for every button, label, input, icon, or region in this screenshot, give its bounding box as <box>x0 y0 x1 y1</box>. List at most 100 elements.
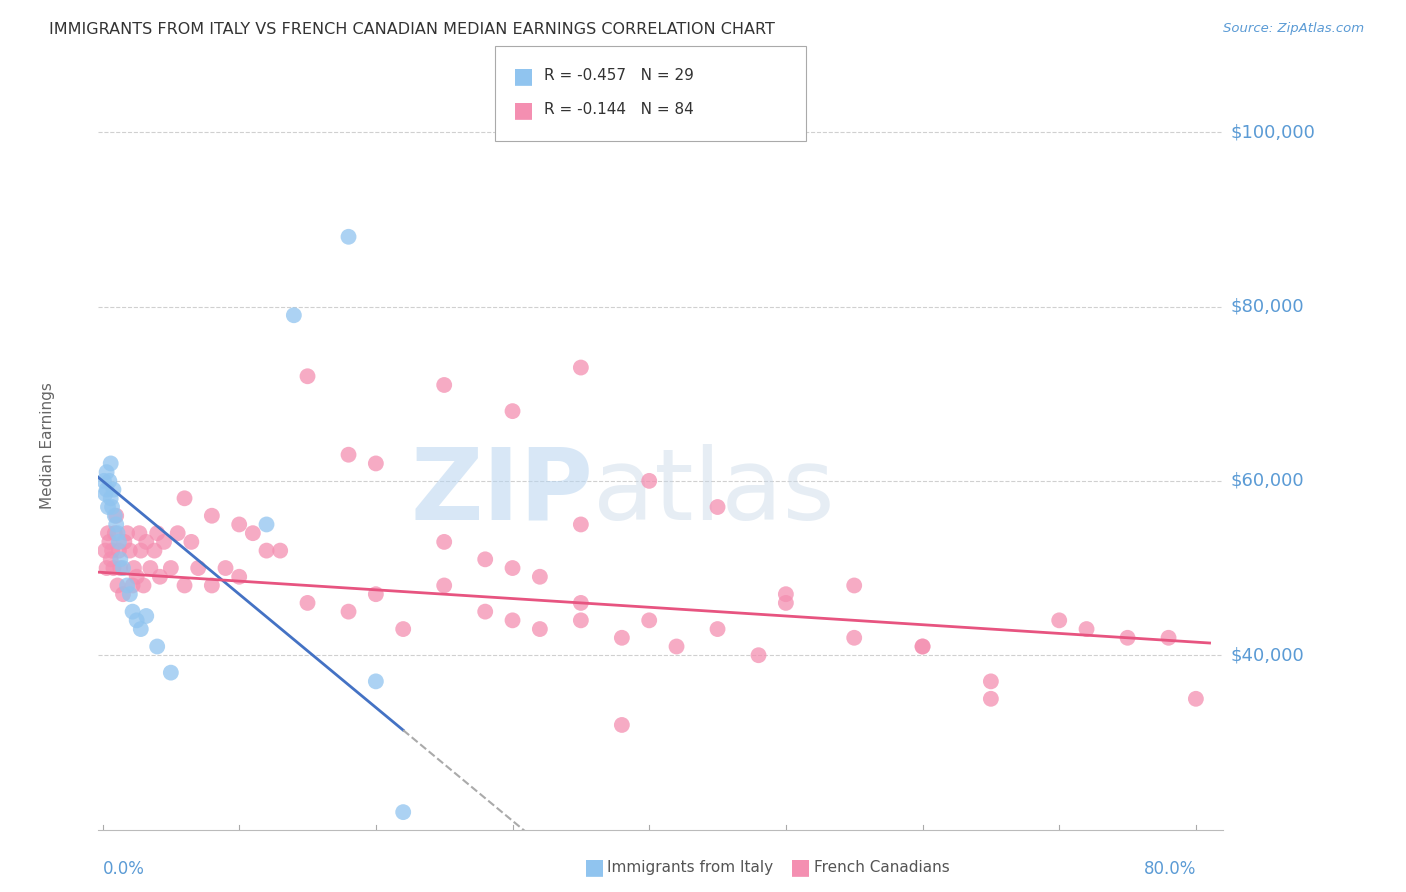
Point <box>187 561 209 575</box>
Text: Immigrants from Italy: Immigrants from Italy <box>607 860 773 874</box>
Point <box>242 526 264 541</box>
Point <box>180 535 202 549</box>
Point <box>502 561 524 575</box>
Point <box>115 526 138 541</box>
Text: $80,000: $80,000 <box>1230 298 1303 316</box>
Text: French Canadians: French Canadians <box>814 860 950 874</box>
Point <box>132 578 155 592</box>
Point <box>121 605 143 619</box>
Point <box>104 526 127 541</box>
Point <box>139 561 162 575</box>
Point <box>103 561 125 575</box>
Point <box>337 448 360 462</box>
Text: $60,000: $60,000 <box>1230 472 1303 490</box>
Point <box>153 535 176 549</box>
Point <box>107 578 129 592</box>
Point <box>105 508 128 523</box>
Point <box>844 631 866 645</box>
Point <box>911 640 934 654</box>
Point <box>474 605 496 619</box>
Point <box>529 570 551 584</box>
Point <box>118 587 141 601</box>
Point <box>980 691 1002 706</box>
Point <box>1116 631 1139 645</box>
Point <box>1157 631 1180 645</box>
Point <box>160 561 183 575</box>
Point <box>101 500 124 514</box>
Point <box>115 578 138 592</box>
Point <box>706 622 728 636</box>
Point <box>100 491 122 506</box>
Point <box>135 609 157 624</box>
Text: ■: ■ <box>583 857 605 877</box>
Text: Source: ZipAtlas.com: Source: ZipAtlas.com <box>1223 22 1364 36</box>
Point <box>1185 691 1208 706</box>
Point <box>638 474 661 488</box>
Point <box>1076 622 1098 636</box>
Point <box>100 552 122 566</box>
Text: ZIP: ZIP <box>411 443 593 541</box>
Point <box>98 535 121 549</box>
Point <box>337 229 360 244</box>
Point <box>638 613 661 627</box>
Text: 80.0%: 80.0% <box>1143 860 1197 878</box>
Point <box>502 613 524 627</box>
Point <box>569 360 592 375</box>
Point <box>201 578 224 592</box>
Point <box>269 543 291 558</box>
Point <box>166 526 188 541</box>
Point <box>146 526 169 541</box>
Text: ■: ■ <box>513 100 534 120</box>
Point <box>173 578 195 592</box>
Point <box>143 543 166 558</box>
Text: 0.0%: 0.0% <box>103 860 145 878</box>
Point <box>96 561 118 575</box>
Point <box>94 487 117 501</box>
Point <box>129 543 152 558</box>
Point <box>610 718 633 732</box>
Point <box>96 465 118 479</box>
Point <box>844 578 866 592</box>
Point <box>96 483 118 497</box>
Point <box>111 587 134 601</box>
Point <box>911 640 934 654</box>
Point <box>665 640 688 654</box>
Point <box>569 596 592 610</box>
Point <box>364 674 387 689</box>
Point <box>392 622 415 636</box>
Point <box>775 587 797 601</box>
Point <box>118 543 141 558</box>
Point <box>529 622 551 636</box>
Text: $100,000: $100,000 <box>1230 123 1315 141</box>
Point <box>135 535 157 549</box>
Point <box>107 526 129 541</box>
Point <box>110 552 132 566</box>
Point <box>100 457 122 471</box>
Point <box>98 474 121 488</box>
Point <box>337 605 360 619</box>
Point <box>392 805 415 819</box>
Point <box>297 596 319 610</box>
Point <box>364 457 387 471</box>
Text: $40,000: $40,000 <box>1230 646 1303 665</box>
Text: IMMIGRANTS FROM ITALY VS FRENCH CANADIAN MEDIAN EARNINGS CORRELATION CHART: IMMIGRANTS FROM ITALY VS FRENCH CANADIAN… <box>49 22 775 37</box>
Point <box>256 517 278 532</box>
Point <box>502 404 524 418</box>
Point <box>228 517 250 532</box>
Point <box>160 665 183 680</box>
Point <box>706 500 728 514</box>
Point <box>283 308 305 322</box>
Point <box>103 483 125 497</box>
Point <box>108 543 131 558</box>
Point <box>122 561 145 575</box>
Point <box>433 535 456 549</box>
Point <box>105 517 128 532</box>
Text: R = -0.457   N = 29: R = -0.457 N = 29 <box>544 69 695 83</box>
Point <box>569 517 592 532</box>
Text: R = -0.144   N = 84: R = -0.144 N = 84 <box>544 103 695 117</box>
Point <box>980 674 1002 689</box>
Point <box>146 640 169 654</box>
Point <box>228 570 250 584</box>
Point <box>128 526 150 541</box>
Point <box>129 622 152 636</box>
